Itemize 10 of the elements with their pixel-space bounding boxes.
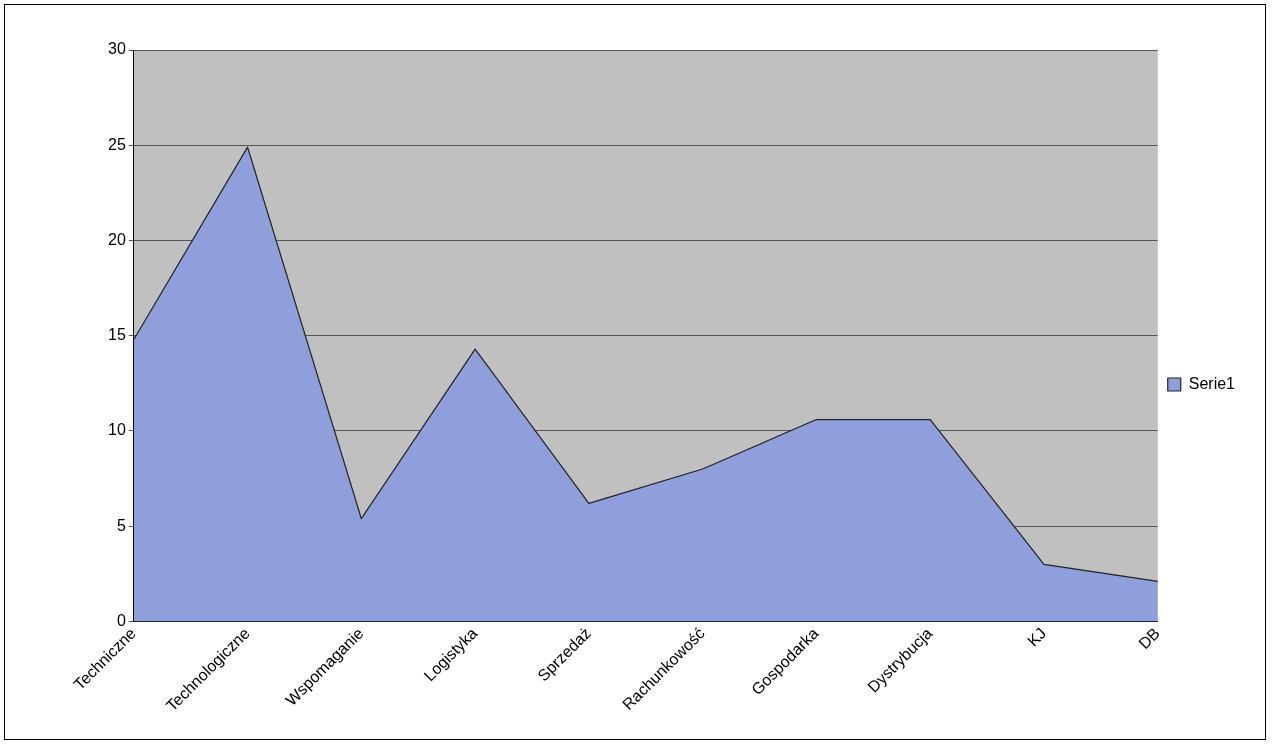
y-tick-label: 25 xyxy=(108,135,126,153)
legend-label: Serie1 xyxy=(1188,374,1236,392)
y-tick-label: 30 xyxy=(108,40,126,58)
x-tick-label: KJ xyxy=(1023,624,1050,650)
x-tick-label: DB xyxy=(1135,624,1163,653)
y-tick-label: 10 xyxy=(108,421,126,439)
y-tick-label: 20 xyxy=(108,230,126,248)
y-tick-label: 15 xyxy=(108,326,126,344)
y-tick-label: 0 xyxy=(116,611,126,629)
y-tick-label: 5 xyxy=(116,516,126,534)
